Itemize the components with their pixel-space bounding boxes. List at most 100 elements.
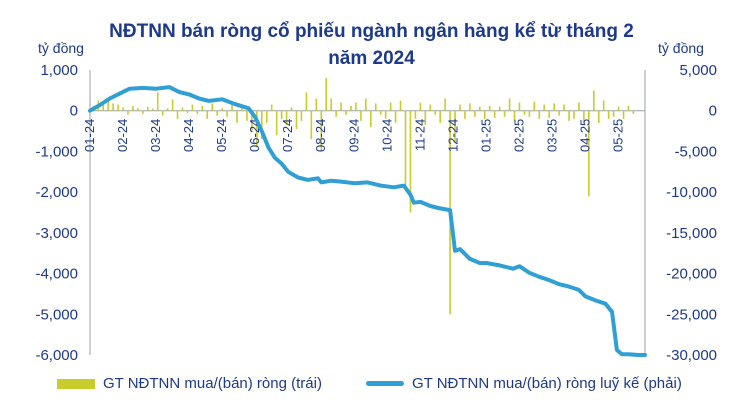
bar xyxy=(558,110,560,116)
bar xyxy=(493,110,496,119)
bar xyxy=(488,105,491,111)
bar xyxy=(142,110,144,114)
x-tick-label: 03-25 xyxy=(545,119,560,152)
bar xyxy=(112,103,114,111)
bar xyxy=(538,110,541,119)
bar xyxy=(206,110,209,119)
bar xyxy=(132,105,134,111)
bar xyxy=(553,103,555,111)
cumulative-line xyxy=(88,85,647,357)
bar xyxy=(280,110,283,119)
right-axis-unit: tỷ đồng xyxy=(658,40,704,56)
x-tick-label: 07-24 xyxy=(280,119,295,152)
bar xyxy=(429,104,432,111)
bar xyxy=(399,100,402,111)
bar xyxy=(459,104,461,111)
left-tick-label: 0 xyxy=(70,103,78,120)
legend: GT NĐTNN mua/(bán) ròng (trái) GT NĐTNN … xyxy=(0,375,743,399)
bar xyxy=(563,104,565,111)
bar xyxy=(161,110,164,116)
bar xyxy=(186,110,189,114)
chart-title-line-1: NĐTNN bán ròng cổ phiếu ngành ngân hàng … xyxy=(109,21,634,42)
bar xyxy=(251,110,253,132)
bar xyxy=(285,110,288,125)
left-tick-label: -2,000 xyxy=(35,184,78,201)
bar xyxy=(270,104,273,111)
x-tick-label: 10-24 xyxy=(379,119,394,152)
bar xyxy=(196,110,199,115)
bar xyxy=(320,110,323,152)
legend-swatch-bars xyxy=(57,378,95,389)
bar xyxy=(340,102,342,111)
bar xyxy=(360,110,362,121)
right-tick-label: -20,000 xyxy=(666,266,717,283)
right-tick-label: -15,000 xyxy=(666,225,717,242)
x-tick-label: 02-24 xyxy=(115,119,130,152)
left-tick-label: -4,000 xyxy=(35,266,78,283)
bar xyxy=(528,110,531,117)
bar xyxy=(543,104,546,111)
bar xyxy=(151,108,154,111)
bar xyxy=(568,110,570,121)
bar xyxy=(107,98,109,111)
bar xyxy=(260,110,263,140)
bar xyxy=(479,106,481,111)
chart-title-line-2: năm 2024 xyxy=(328,48,415,69)
bar xyxy=(374,103,377,111)
right-tick-label: 0 xyxy=(709,103,717,120)
right-tick-label: -5,000 xyxy=(674,143,717,160)
x-tick-label: 12-24 xyxy=(445,119,460,152)
bar xyxy=(355,102,357,111)
bar xyxy=(211,103,214,111)
bar xyxy=(523,110,526,115)
right-tick-label: -25,000 xyxy=(666,306,717,323)
bar xyxy=(444,98,446,111)
bar xyxy=(508,98,511,111)
bar xyxy=(370,110,372,127)
x-tick-label: 01-24 xyxy=(82,119,97,152)
bar xyxy=(117,104,119,111)
bar xyxy=(290,107,293,111)
bar xyxy=(147,107,149,111)
bar xyxy=(295,110,298,130)
right-tick-label: -10,000 xyxy=(666,184,717,201)
bar xyxy=(335,110,337,117)
bar xyxy=(592,90,595,111)
bar xyxy=(612,110,615,117)
bar xyxy=(171,99,174,111)
bar xyxy=(236,110,238,123)
bar xyxy=(533,101,536,111)
bar xyxy=(474,110,476,117)
left-tick-label: -6,000 xyxy=(35,347,78,364)
bar xyxy=(221,108,223,111)
bar xyxy=(627,105,630,111)
bar xyxy=(231,102,233,111)
left-tick-label: 1,000 xyxy=(40,62,78,79)
legend-item-line: GT NĐTNN mua/(bán) ròng luỹ kế (phải) xyxy=(366,375,682,392)
bar xyxy=(498,106,501,111)
bar xyxy=(310,110,313,140)
right-tick-label: 5,000 xyxy=(679,62,717,79)
bar xyxy=(201,105,204,111)
bar xyxy=(166,108,169,111)
bar xyxy=(325,78,328,111)
x-tick-label: 04-24 xyxy=(181,119,196,152)
bar xyxy=(414,110,417,119)
bar xyxy=(176,110,179,119)
bar xyxy=(513,110,516,121)
bar xyxy=(122,107,124,111)
x-tick-label: 08-24 xyxy=(313,119,328,152)
bar xyxy=(246,110,248,121)
bar xyxy=(300,110,303,121)
x-tick-label: 03-24 xyxy=(148,119,163,152)
bar xyxy=(602,100,605,111)
bar xyxy=(181,107,184,111)
x-tick-label: 05-25 xyxy=(611,119,626,152)
bar xyxy=(607,110,610,119)
bar xyxy=(384,110,387,119)
x-tick-label: 01-25 xyxy=(478,119,493,152)
bar xyxy=(127,110,129,115)
bar xyxy=(265,110,268,123)
